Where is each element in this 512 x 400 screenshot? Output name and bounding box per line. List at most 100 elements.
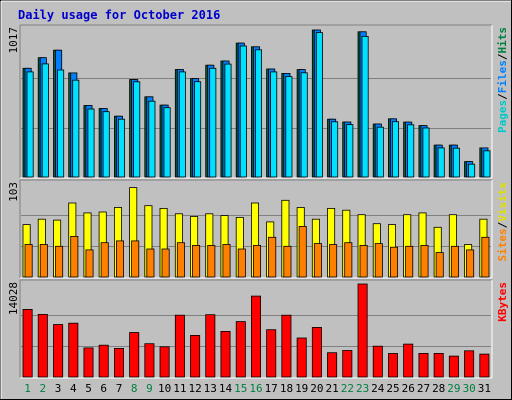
bar-pages-1 — [26, 71, 34, 178]
bar-sites-4 — [70, 235, 79, 278]
legend-item: / — [496, 93, 509, 100]
bar-sites-27 — [420, 244, 429, 278]
bar-pages-25 — [391, 121, 399, 178]
bar-sites-5 — [85, 249, 94, 278]
bar-sites-11 — [176, 242, 185, 278]
bars-bottom — [22, 283, 490, 378]
bar-pages-6 — [102, 111, 110, 178]
day-label-19: 19 — [295, 382, 308, 395]
bar-kbytes-3 — [53, 324, 64, 378]
bar-kbytes-17 — [266, 329, 277, 378]
bar-kbytes-13 — [205, 314, 216, 378]
bar-pages-4 — [72, 79, 80, 178]
bar-kbytes-15 — [235, 321, 246, 378]
bar-pages-21 — [331, 121, 339, 178]
bar-kbytes-9 — [144, 343, 155, 378]
bar-sites-21 — [329, 244, 338, 278]
day-label-28: 28 — [432, 382, 445, 395]
day-label-6: 6 — [100, 382, 107, 395]
bar-kbytes-22 — [342, 350, 353, 378]
day-label-1: 1 — [24, 382, 31, 395]
bar-kbytes-30 — [464, 350, 475, 378]
legend-item: Files — [496, 60, 509, 93]
bar-pages-26 — [407, 124, 415, 178]
bar-pages-30 — [468, 163, 476, 178]
day-label-14: 14 — [219, 382, 233, 395]
bar-kbytes-11 — [174, 314, 185, 378]
bar-sites-25 — [389, 246, 398, 278]
day-label-24: 24 — [371, 382, 385, 395]
bar-sites-7 — [116, 240, 125, 278]
bar-pages-17 — [270, 71, 278, 178]
bar-pages-27 — [422, 127, 430, 178]
bar-kbytes-29 — [448, 355, 459, 378]
bar-sites-3 — [55, 245, 64, 278]
bar-pages-15 — [239, 45, 247, 178]
day-label-7: 7 — [116, 382, 123, 395]
bar-sites-29 — [450, 245, 459, 278]
bar-sites-26 — [405, 245, 414, 278]
legend-item: / — [496, 221, 509, 228]
bar-sites-10 — [161, 248, 170, 278]
bar-pages-14 — [224, 63, 232, 178]
day-label-18: 18 — [280, 382, 293, 395]
day-label-30: 30 — [463, 382, 476, 395]
bar-pages-16 — [254, 49, 262, 178]
bar-kbytes-27 — [418, 352, 429, 378]
chart-title: Daily usage for October 2016 — [18, 8, 220, 22]
bar-sites-31 — [481, 236, 490, 278]
day-label-29: 29 — [447, 382, 460, 395]
bar-kbytes-1 — [22, 308, 33, 378]
bar-pages-23 — [361, 36, 369, 178]
bar-pages-3 — [57, 69, 65, 178]
bars-top — [22, 29, 491, 178]
bar-sites-6 — [100, 242, 109, 278]
day-label-10: 10 — [158, 382, 171, 395]
bar-kbytes-6 — [98, 344, 109, 378]
bar-pages-8 — [133, 81, 141, 178]
bar-kbytes-23 — [357, 283, 368, 378]
bar-pages-9 — [148, 100, 156, 178]
bar-pages-29 — [452, 147, 460, 178]
legend-bottom: KBytes — [496, 282, 509, 322]
day-label-17: 17 — [265, 382, 278, 395]
day-label-5: 5 — [85, 382, 92, 395]
legend-item: KBytes — [496, 282, 509, 322]
legend-item: Visits — [496, 182, 509, 222]
day-label-8: 8 — [131, 382, 138, 395]
bar-sites-1 — [24, 244, 33, 278]
day-label-27: 27 — [417, 382, 430, 395]
bar-sites-12 — [192, 244, 201, 278]
day-label-20: 20 — [310, 382, 323, 395]
bar-kbytes-26 — [403, 343, 414, 378]
bar-kbytes-5 — [83, 347, 94, 378]
legend-item: Pages — [496, 100, 509, 133]
legend-item: / — [496, 53, 509, 60]
bar-kbytes-25 — [387, 353, 398, 378]
bar-kbytes-24 — [372, 345, 383, 378]
bar-pages-12 — [194, 81, 202, 178]
bars-middle — [22, 187, 490, 278]
day-label-11: 11 — [173, 382, 186, 395]
bar-kbytes-10 — [159, 346, 170, 378]
y-max-label: 14028 — [7, 282, 20, 315]
day-label-3: 3 — [55, 382, 62, 395]
bar-sites-14 — [222, 244, 231, 278]
bar-kbytes-12 — [190, 334, 201, 378]
bar-pages-5 — [87, 108, 95, 178]
bar-sites-22 — [344, 242, 353, 278]
bar-pages-18 — [285, 76, 293, 178]
bar-sites-19 — [298, 225, 307, 278]
bar-sites-23 — [359, 244, 368, 278]
bar-sites-16 — [252, 244, 261, 278]
bar-pages-28 — [437, 147, 445, 178]
bar-kbytes-28 — [433, 352, 444, 378]
bar-kbytes-19 — [296, 337, 307, 378]
bar-kbytes-2 — [37, 313, 48, 378]
bar-sites-9 — [146, 248, 155, 278]
bar-sites-28 — [435, 252, 444, 278]
bar-pages-7 — [118, 118, 126, 178]
day-label-31: 31 — [478, 382, 491, 395]
